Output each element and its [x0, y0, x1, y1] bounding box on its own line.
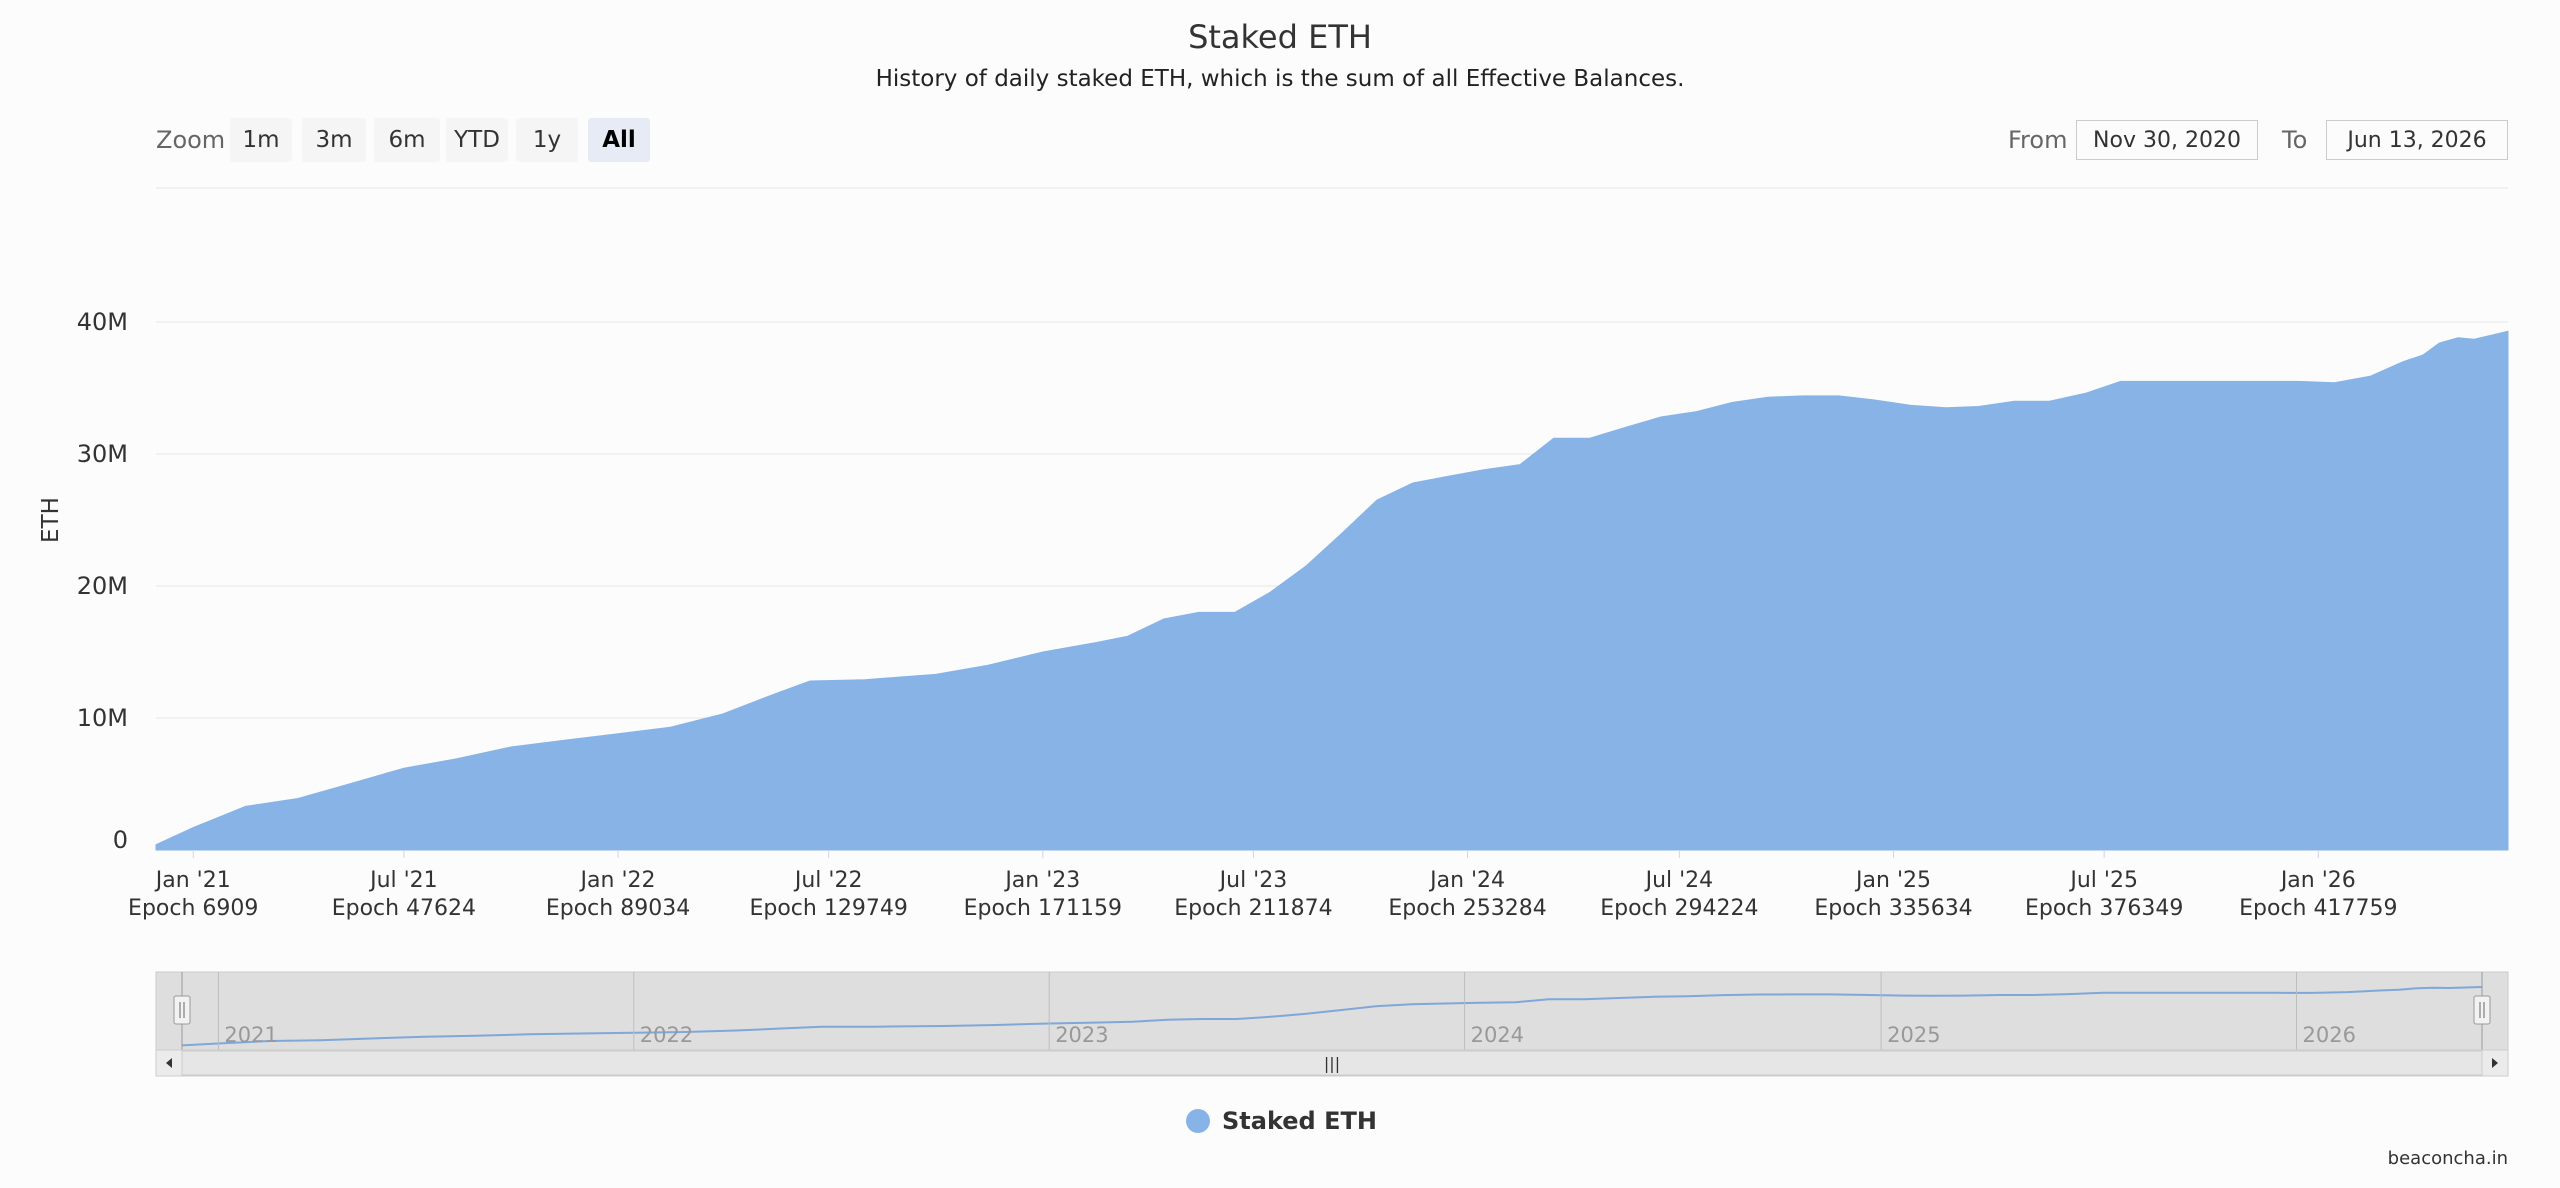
legend-item-staked-eth[interactable]: Staked ETH: [1186, 1106, 1377, 1136]
navigator-mask: [155, 971, 2509, 1051]
zoom-3m-button[interactable]: 3m: [302, 118, 366, 162]
x-tick-label: Jan '24: [1428, 868, 1505, 893]
staked-eth-area: [155, 330, 2509, 851]
navigator-year-label: 2022: [640, 1023, 693, 1047]
x-tick-label: Jan '26: [2279, 868, 2356, 893]
x-tick-epoch: Epoch 335634: [1814, 896, 1972, 921]
to-label: To: [2282, 126, 2308, 154]
legend-label: Staked ETH: [1222, 1107, 1377, 1135]
navigator-year-label: 2021: [224, 1023, 277, 1047]
zoom-label: Zoom: [156, 126, 226, 154]
zoom-all-button[interactable]: All: [588, 118, 650, 162]
chart-title: Staked ETH: [1188, 18, 1372, 56]
navigator-series-line: [181, 986, 2483, 1047]
scrollbar-track: [155, 1049, 2509, 1077]
chevron-left-icon: [166, 1058, 172, 1068]
x-tick-epoch: Epoch 253284: [1388, 896, 1546, 921]
x-tick-label: Jul '23: [1218, 868, 1288, 893]
zoom-1y-button[interactable]: 1y: [516, 118, 578, 162]
x-tick-epoch: Epoch 417759: [2239, 896, 2397, 921]
to-date-input[interactable]: [2326, 120, 2508, 160]
x-tick-epoch: Epoch 376349: [2025, 896, 2183, 921]
from-label: From: [2008, 126, 2068, 154]
area-series: [155, 330, 2509, 851]
x-tick-label: Jan '21: [154, 868, 231, 893]
zoom-ytd-button[interactable]: YTD: [446, 118, 508, 162]
x-tick-epoch: Epoch 129749: [749, 896, 907, 921]
credits-link[interactable]: beaconcha.in: [2387, 1148, 2508, 1169]
navigator-year-label: 2025: [1887, 1023, 1940, 1047]
navigator-year-label: 2023: [1055, 1023, 1108, 1047]
from-date-input[interactable]: [2076, 120, 2258, 160]
chevron-right-icon: [2492, 1058, 2498, 1068]
x-tick-label: Jul '22: [793, 868, 863, 893]
scroll-left-button[interactable]: [155, 1049, 183, 1077]
x-tick-epoch: Epoch 294224: [1600, 896, 1758, 921]
scrollbar-grip-icon: |||: [1324, 1054, 1340, 1073]
x-tick-label: Jul '25: [2068, 868, 2138, 893]
y-tick-label: 40M: [77, 308, 128, 336]
x-tick-epoch: Epoch 211874: [1174, 896, 1332, 921]
x-tick-label: Jan '22: [579, 868, 656, 893]
y-gridlines: [156, 321, 2508, 719]
y-tick-label: 0: [113, 826, 128, 854]
x-tick-label: Jul '24: [1644, 868, 1714, 893]
legend-swatch: [1186, 1109, 1210, 1133]
y-tick-label: 20M: [77, 572, 128, 600]
x-tick-epoch: Epoch 89034: [546, 896, 690, 921]
y-axis-ticks: 0 10M 20M 30M 40M: [77, 308, 128, 854]
zoom-1m-button[interactable]: 1m: [230, 118, 292, 162]
navigator-year-label: 2026: [2302, 1023, 2355, 1047]
scroll-right-button[interactable]: [2481, 1049, 2509, 1077]
x-tick-epoch: Epoch 47624: [332, 896, 476, 921]
navigator-year-label: 2024: [1471, 1023, 1524, 1047]
y-axis-title: ETH: [38, 497, 64, 543]
chart-subtitle: History of daily staked ETH, which is th…: [875, 66, 1685, 92]
x-tick-epoch: Epoch 171159: [964, 896, 1122, 921]
zoom-6m-button[interactable]: 6m: [374, 118, 440, 162]
navigator-left-handle[interactable]: [173, 995, 191, 1025]
y-tick-label: 10M: [77, 704, 128, 732]
x-axis-ticks: Jan '21 Epoch 6909 Jul '21 Epoch 47624 Jan '…: [128, 850, 2397, 921]
navigator[interactable]: 2021 2022 2023 2024 2025 2026 |||: [155, 971, 2509, 1077]
navigator-right-handle[interactable]: [2473, 995, 2491, 1025]
y-tick-label: 30M: [77, 440, 128, 468]
scrollbar-thumb[interactable]: [181, 1050, 2483, 1076]
x-tick-label: Jan '23: [1003, 868, 1080, 893]
x-tick-epoch: Epoch 6909: [128, 896, 258, 921]
x-tick-label: Jul '21: [368, 868, 438, 893]
x-tick-label: Jan '25: [1854, 868, 1931, 893]
